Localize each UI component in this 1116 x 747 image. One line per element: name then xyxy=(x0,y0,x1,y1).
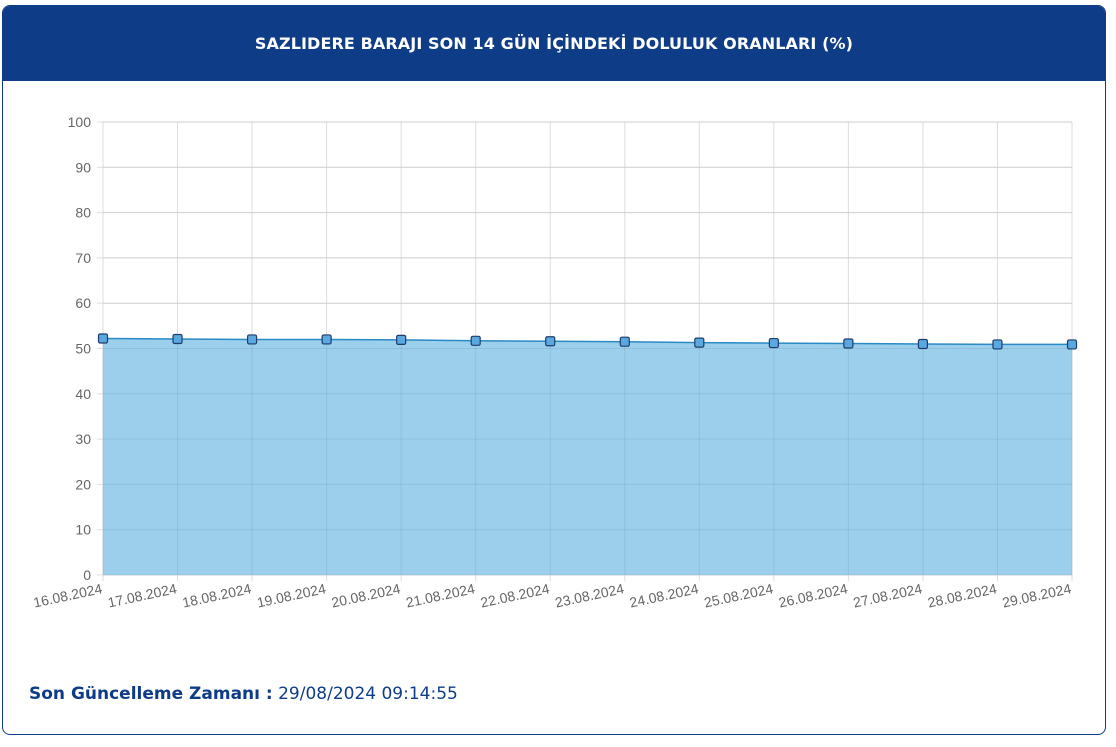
fill-level-chart: 0 10 20 30 40 50 60 70 80 90 100 16.08.2024 17.08.20… xyxy=(32,114,1078,611)
data-point xyxy=(545,336,556,347)
x-tick-label: 20.08.2024 xyxy=(330,580,402,610)
y-tick-label: 0 xyxy=(83,567,91,583)
y-tick-label: 90 xyxy=(75,159,91,175)
data-point xyxy=(246,334,258,345)
series-area xyxy=(103,338,1072,575)
data-point xyxy=(694,337,705,348)
x-tick-label: 29.08.2024 xyxy=(1001,580,1073,610)
data-point xyxy=(1066,339,1078,350)
data-point xyxy=(470,335,481,346)
x-tick-label: 21.08.2024 xyxy=(404,580,476,610)
data-point xyxy=(97,333,109,344)
x-tick-label: 23.08.2024 xyxy=(554,580,626,610)
data-point xyxy=(843,338,854,349)
area-layer xyxy=(102,121,1073,576)
y-tick-label: 20 xyxy=(75,476,91,492)
x-tick-label: 28.08.2024 xyxy=(926,580,998,610)
last-update: Son Güncelleme Zamanı : 29/08/2024 09:14… xyxy=(29,684,458,704)
y-tick-label: 10 xyxy=(75,522,91,538)
y-tick-label: 40 xyxy=(75,386,91,402)
x-tick-label: 27.08.2024 xyxy=(852,580,924,610)
x-tick-label: 22.08.2024 xyxy=(479,580,551,610)
series-line xyxy=(102,337,1072,346)
last-update-label: Son Güncelleme Zamanı : xyxy=(29,684,273,704)
data-point xyxy=(172,333,183,345)
x-tick-label: 24.08.2024 xyxy=(628,580,700,610)
x-tick-label: 17.08.2024 xyxy=(106,580,178,610)
data-point xyxy=(917,338,929,350)
y-tick-label: 80 xyxy=(75,205,91,221)
chart-card: SAZLIDERE BARAJI SON 14 GÜN İÇİNDEKİ DOL… xyxy=(2,5,1106,735)
data-point xyxy=(321,334,332,345)
data-point xyxy=(768,337,779,349)
data-point xyxy=(992,339,1003,350)
x-tick-label: 18.08.2024 xyxy=(181,580,253,610)
x-tick-label: 16.08.2024 xyxy=(32,580,104,610)
data-point xyxy=(619,336,630,347)
y-tick-label: 50 xyxy=(75,341,91,357)
data-point xyxy=(396,334,407,345)
chart-area: 0 10 20 30 40 50 60 70 80 90 100 16.08.2024 17.08.20… xyxy=(3,81,1105,651)
y-tick-label: 70 xyxy=(75,250,91,266)
card-header: SAZLIDERE BARAJI SON 14 GÜN İÇİNDEKİ DOL… xyxy=(3,6,1105,81)
y-tick-label: 100 xyxy=(68,114,92,130)
last-update-value: 29/08/2024 09:14:55 xyxy=(278,684,458,704)
point-layer xyxy=(97,333,1078,350)
x-tick-label: 26.08.2024 xyxy=(777,580,849,610)
x-tick-label: 19.08.2024 xyxy=(255,580,327,610)
y-tick-label: 60 xyxy=(75,295,91,311)
y-tick-label: 30 xyxy=(75,431,91,447)
x-tick-label: 25.08.2024 xyxy=(703,580,775,610)
chart-title: SAZLIDERE BARAJI SON 14 GÜN İÇİNDEKİ DOL… xyxy=(254,34,854,53)
